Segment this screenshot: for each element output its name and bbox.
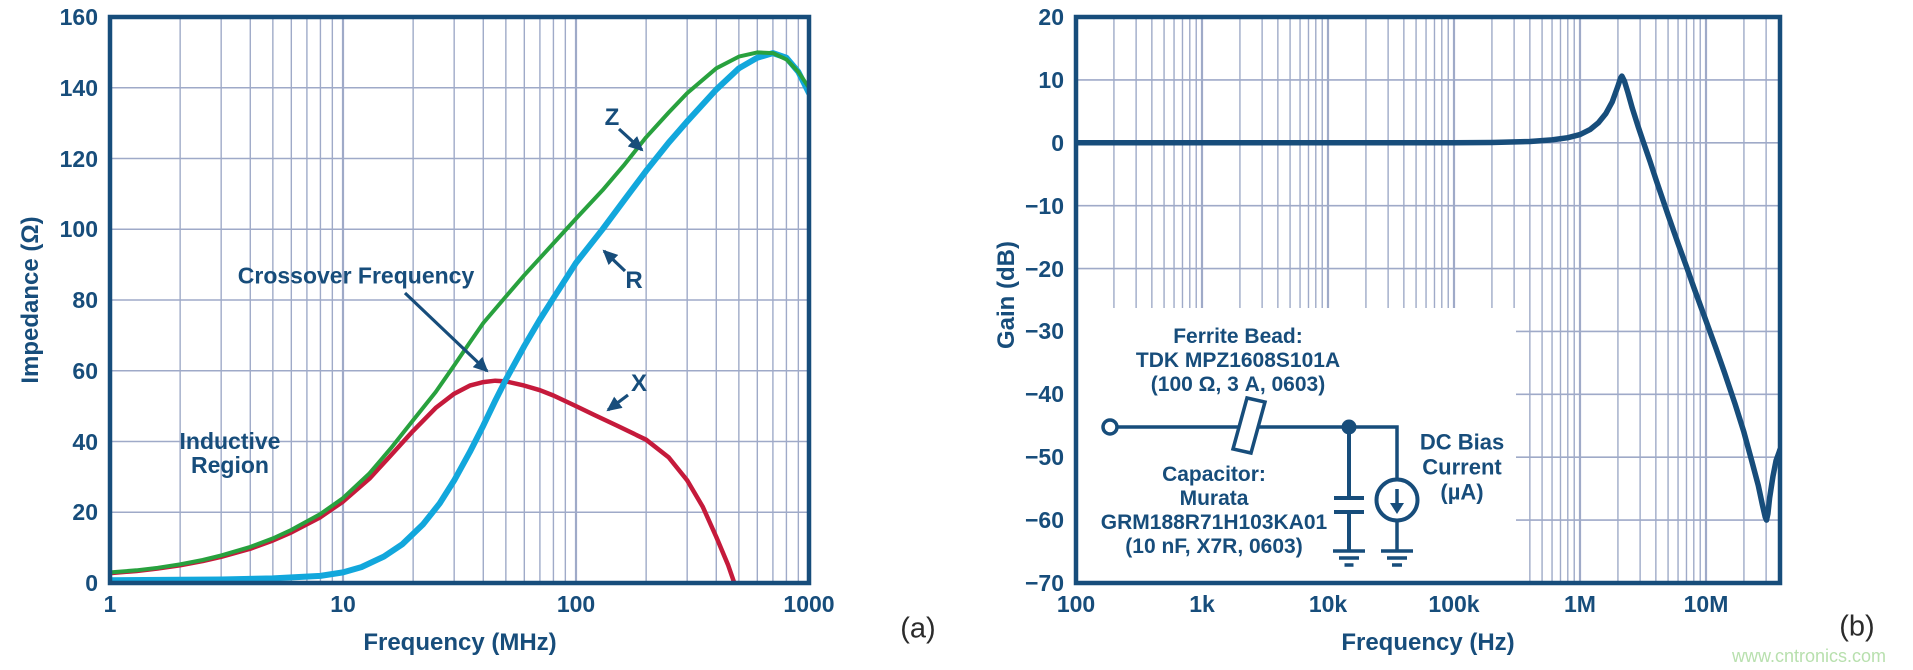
chart-b-y-tick-label: −60	[1024, 507, 1064, 534]
chart-b-border	[1073, 14, 1783, 586]
capacitor-note-line3: GRM188R71H103KA01	[1100, 511, 1328, 534]
curve-label-r: R	[625, 267, 643, 294]
chart-b-curves	[1076, 73, 1780, 523]
chart-b-y-tick-label: −50	[1024, 444, 1064, 471]
chart-a-y-tick-label: 160	[59, 4, 98, 30]
dc-bias-current-note: DC Bias Current (µA)	[1420, 430, 1504, 505]
annotation-arrow	[617, 127, 644, 152]
capacitor-note-line2: Murata	[1179, 487, 1249, 510]
inductive-region-line1: Inductive	[179, 428, 281, 454]
ferrite-bead-icon	[1230, 395, 1268, 456]
chart-b-y-tick-label: −30	[1024, 318, 1064, 345]
current-source-arrowhead	[1390, 503, 1404, 514]
capacitor-icon	[1334, 427, 1364, 550]
panel-a-caption: (a)	[900, 612, 936, 645]
curve-label-z: Z	[604, 104, 620, 131]
ferrite-bead-note: Ferrite Bead: TDK MPZ1608S101A (100 Ω, 3…	[1136, 325, 1340, 397]
chart-a-y-tick-label: 120	[59, 145, 98, 172]
annotation-arrow	[403, 291, 489, 373]
curve-R	[110, 50, 809, 583]
chart-b-x-tick-label: 1M	[1564, 591, 1596, 617]
dc-bias-note-line3: (µA)	[1440, 479, 1484, 505]
chart-b-inset-bg	[1078, 308, 1516, 581]
chart-b-y-tick-label: −20	[1024, 255, 1064, 282]
curve-Gain	[1076, 73, 1780, 523]
ground-icon	[1333, 549, 1365, 567]
chart-a-y-tick-label: 80	[72, 287, 98, 313]
chart-a-y-tick-label: 0	[85, 570, 98, 596]
chart-b-y-tick-label: −40	[1024, 381, 1064, 408]
chart-b-x-tick-label: 10M	[1683, 591, 1729, 617]
curve-Z	[110, 50, 809, 575]
chart-a-x-tick-label: 1	[103, 591, 117, 617]
chart-a-x-axis-title: Frequency (MHz)	[363, 629, 557, 656]
chart-b-x-tick-label: 100	[1056, 591, 1096, 617]
schematic-inset-panel	[1078, 308, 1516, 581]
watermark-text: www.cntronics.com	[1731, 646, 1886, 666]
chart-b-x-tick-label: 100k	[1428, 591, 1480, 617]
input-terminal-icon	[1101, 418, 1119, 436]
capacitor-note: Capacitor: Murata GRM188R71H103KA01 (10 …	[1101, 463, 1327, 559]
dc-bias-note-line1: DC Bias	[1419, 429, 1505, 455]
chart-b-frame	[1073, 14, 1783, 586]
chart-a-x-tick-label: 10	[330, 591, 356, 617]
ferrite-bead-note-line1: Ferrite Bead:	[1173, 325, 1303, 348]
chart-a-grid	[108, 17, 811, 583]
chart-b-x-tick-label: 1k	[1189, 591, 1215, 617]
chart-b-y-tick-label: −10	[1024, 192, 1064, 219]
dc-bias-note-line2: Current	[1422, 454, 1502, 480]
chart-a-y-tick-label: 140	[59, 74, 98, 101]
ferrite-bead-schematic	[1101, 395, 1420, 567]
chart-a-x-tick-label: 100	[556, 591, 596, 617]
annotation-arrow	[606, 393, 629, 412]
chart-a-y-tick-label: 40	[72, 428, 98, 455]
curve-label-x: X	[630, 370, 648, 397]
crossover-frequency-annotation: Crossover Frequency	[237, 262, 475, 289]
chart-b-y-tick-label: 20	[1038, 4, 1064, 30]
capacitor-note-line1: Capacitor:	[1162, 463, 1266, 486]
ferrite-bead-note-line2: TDK MPZ1608S101A	[1135, 349, 1341, 372]
chart-a-x-tick-label: 1000	[783, 591, 835, 617]
chart-a-curves	[110, 50, 809, 583]
chart-b-x-axis-title: Frequency (Hz)	[1341, 629, 1515, 656]
chart-a-border	[107, 14, 812, 586]
ferrite-bead-note-line3: (100 Ω, 3 A, 0603)	[1150, 373, 1326, 396]
chart-b-y-tick-label: −70	[1024, 570, 1064, 596]
panel-b-caption: (b)	[1839, 610, 1875, 643]
chart-a-annotation-arrows	[403, 127, 644, 412]
inductive-region-line2: Region	[191, 452, 269, 478]
chart-b-y-tick-label: 10	[1038, 66, 1064, 93]
chart-a-y-tick-label: 20	[72, 499, 98, 526]
chart-a-frame	[107, 14, 812, 586]
annotation-arrow	[602, 249, 627, 273]
chart-b-x-tick-label: 10k	[1308, 591, 1348, 617]
chart-a-y-tick-label: 100	[59, 216, 98, 243]
wire	[1117, 425, 1399, 479]
inductive-region-annotation: Inductive Region	[180, 429, 281, 477]
capacitor-note-line4: (10 nF, X7R, 0603)	[1125, 535, 1303, 558]
ground-icon	[1381, 549, 1413, 567]
chart-b-y-tick-label: 0	[1051, 129, 1064, 156]
chart-a-y-tick-label: 60	[72, 357, 98, 384]
